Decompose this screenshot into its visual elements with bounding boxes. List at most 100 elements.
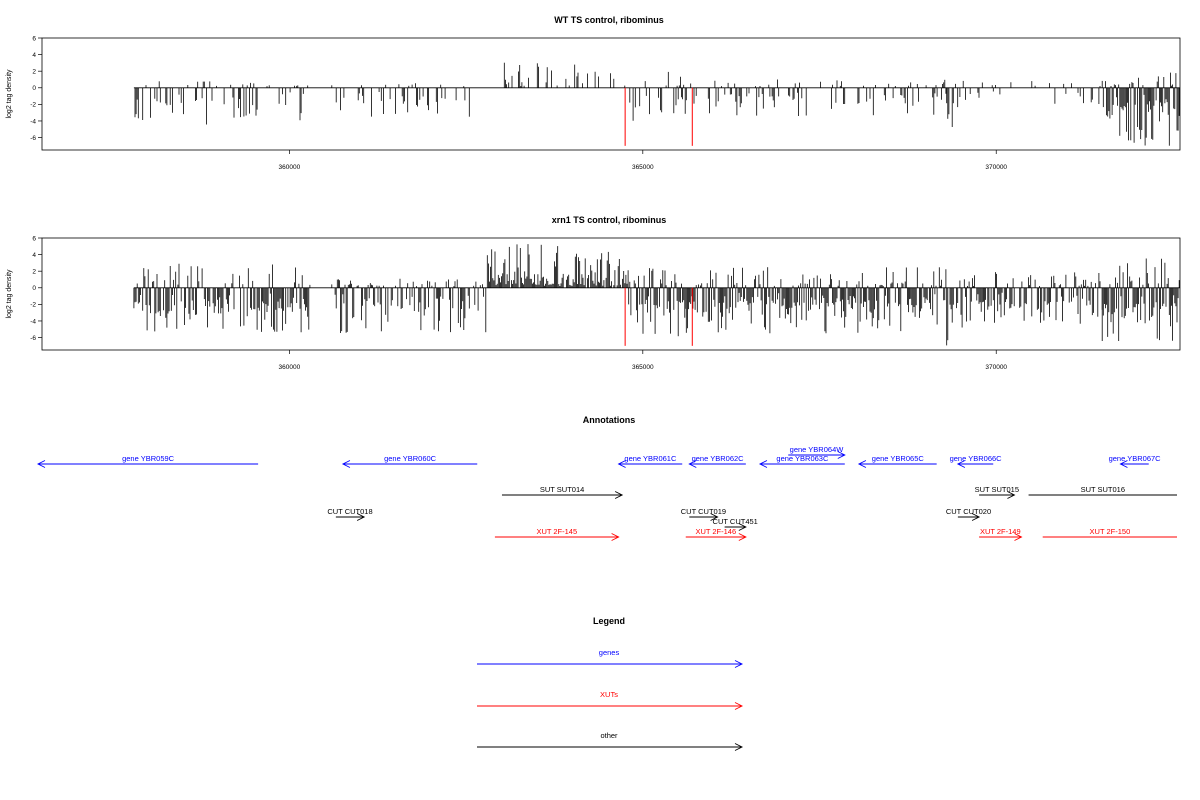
x-tick-label: 370000	[985, 364, 1007, 371]
annotation-feature: gene YBR060C	[341, 454, 478, 468]
legend-panel: Legend genes XUTs other	[477, 616, 744, 751]
xrn1-density-panel: xrn1 TS control, ribominus log2 tag dens…	[6, 215, 1181, 371]
legend-items: genes XUTs other	[477, 648, 744, 751]
feature-arrowhead	[36, 460, 46, 468]
x-tick-label: 360000	[279, 364, 301, 371]
y-tick-label: -6	[30, 135, 36, 142]
feature-label: XUT 2F-146	[695, 527, 736, 536]
annotation-features: gene YBR059C gene YBR060C gene YBR061C gene…	[36, 445, 1177, 541]
annotations-panel: Annotations gene YBR059C gene YBR060C gene…	[36, 415, 1177, 541]
xrn1-axes: -6 -4 -2 0 2 4 6 360000 365000 370000	[30, 235, 1007, 371]
annotation-feature: gene YBR067C	[1109, 454, 1162, 468]
annotation-feature: CUT CUT018	[327, 507, 373, 521]
xrn1-bars	[133, 244, 1180, 346]
legend-label: other	[600, 731, 618, 740]
x-tick-label: 370000	[985, 164, 1007, 171]
feature-arrowhead	[734, 743, 744, 751]
feature-label: CUT CUT020	[946, 507, 991, 516]
annotation-feature: gene YBR063C	[758, 454, 845, 468]
feature-arrowhead	[738, 523, 747, 531]
annotation-feature: SUT SUT015	[975, 485, 1019, 499]
annotation-feature: CUT CUT019	[681, 507, 726, 521]
annotation-feature: gene YBR061C	[617, 454, 683, 468]
wt-axes: -6 -4 -2 0 2 4 6 360000 365000 370000	[30, 35, 1007, 171]
xrn1-plot-frame	[41, 237, 1181, 351]
feature-label: gene YBR067C	[1109, 454, 1162, 463]
feature-label: gene YBR066C	[950, 454, 1003, 463]
feature-label: CUT CUT451	[713, 517, 758, 526]
feature-arrowhead	[688, 460, 697, 468]
feature-label: XUT 2F-150	[1090, 527, 1131, 536]
legend-label: XUTs	[600, 690, 618, 699]
feature-label: gene YBR064W	[790, 445, 845, 454]
y-tick-label: 2	[32, 268, 36, 275]
annotations-title: Annotations	[583, 415, 636, 425]
feature-arrowhead	[611, 533, 620, 541]
y-tick-label: -6	[30, 335, 36, 342]
feature-label: SUT SUT014	[540, 485, 584, 494]
xrn1-y-axis-label: log2 tag density	[6, 269, 13, 319]
feature-label: XUT 2F-149	[980, 527, 1021, 536]
annotation-feature: CUT CUT020	[946, 507, 991, 521]
feature-label: CUT CUT019	[681, 507, 726, 516]
annotation-feature: gene YBR066C	[950, 454, 1003, 468]
feature-label: gene YBR060C	[384, 454, 437, 463]
legend-title: Legend	[593, 616, 625, 626]
feature-arrowhead	[971, 513, 981, 521]
wt-panel-title: WT TS control, ribominus	[554, 15, 664, 25]
annotation-feature: XUT 2F-149	[979, 527, 1023, 541]
y-tick-label: 0	[32, 85, 36, 92]
legend-item: XUTs	[477, 690, 744, 710]
annotation-feature: CUT CUT451	[713, 517, 758, 531]
feature-arrowhead	[617, 460, 626, 468]
feature-arrowhead	[1119, 460, 1128, 468]
feature-label: CUT CUT018	[327, 507, 372, 516]
feature-arrowhead	[614, 491, 624, 499]
xrn1-panel-title: xrn1 TS control, ribominus	[552, 215, 667, 225]
feature-arrowhead	[837, 451, 846, 459]
wt-plot-frame	[41, 37, 1181, 151]
y-tick-label: 6	[32, 235, 36, 242]
y-tick-label: -2	[30, 102, 36, 109]
legend-label: genes	[599, 648, 620, 657]
feature-arrowhead	[734, 660, 744, 668]
annotation-feature: gene YBR064W	[788, 445, 846, 459]
wt-y-axis-label: log2 tag density	[6, 69, 13, 119]
legend-item: other	[477, 731, 744, 751]
x-tick-label: 360000	[279, 164, 301, 171]
annotation-feature: gene YBR062C	[688, 454, 746, 468]
feature-label: gene YBR059C	[122, 454, 175, 463]
feature-label: SUT SUT015	[975, 485, 1019, 494]
annotation-feature: XUT 2F-145	[494, 527, 620, 541]
feature-label: gene YBR063C	[776, 454, 829, 463]
y-tick-label: 6	[32, 35, 36, 42]
annotation-feature: XUT 2F-150	[1042, 527, 1177, 538]
annotation-feature: SUT SUT016	[1028, 485, 1177, 496]
feature-label: SUT SUT016	[1081, 485, 1125, 494]
y-tick-label: -2	[30, 302, 36, 309]
x-tick-label: 365000	[632, 164, 654, 171]
feature-arrowhead	[710, 513, 719, 521]
feature-label: XUT 2F-145	[536, 527, 577, 536]
feature-arrowhead	[356, 513, 366, 521]
annotation-feature: XUT 2F-146	[685, 527, 747, 541]
feature-arrowhead	[1007, 491, 1016, 499]
feature-label: gene YBR061C	[624, 454, 677, 463]
feature-arrowhead	[857, 460, 867, 468]
feature-arrowhead	[734, 702, 744, 710]
annotation-feature: gene YBR059C	[36, 454, 259, 468]
wt-density-panel: WT TS control, ribominus log2 tag densit…	[6, 15, 1181, 171]
y-tick-label: -4	[30, 318, 36, 325]
y-tick-label: 0	[32, 285, 36, 292]
feature-arrowhead	[758, 460, 768, 468]
annotation-feature: gene YBR065C	[857, 454, 937, 468]
y-tick-label: -4	[30, 118, 36, 125]
y-tick-label: 2	[32, 68, 36, 75]
wt-bars	[133, 62, 1180, 146]
x-tick-label: 365000	[632, 364, 654, 371]
feature-arrowhead	[1014, 533, 1023, 541]
y-tick-label: 4	[32, 252, 36, 259]
y-tick-label: 4	[32, 52, 36, 59]
feature-arrowhead	[738, 533, 747, 541]
